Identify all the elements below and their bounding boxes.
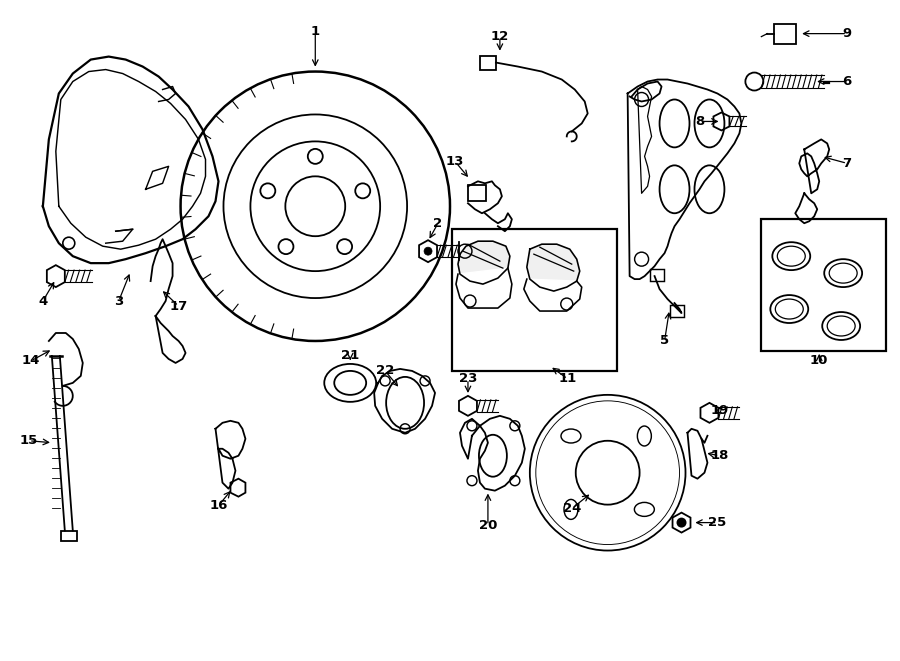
Bar [774, 24, 796, 44]
Bar [480, 56, 496, 69]
Polygon shape [458, 241, 510, 284]
Text: 10: 10 [810, 354, 828, 368]
Text: 3: 3 [114, 295, 123, 307]
Text: 12: 12 [491, 30, 509, 43]
Text: 15: 15 [20, 434, 38, 447]
Text: 11: 11 [559, 372, 577, 385]
Text: 22: 22 [376, 364, 394, 377]
Circle shape [424, 247, 432, 255]
Polygon shape [627, 79, 742, 279]
Text: 5: 5 [660, 334, 669, 348]
Text: 8: 8 [695, 115, 704, 128]
Bar [61, 531, 76, 541]
Text: 4: 4 [38, 295, 48, 307]
Text: 23: 23 [459, 372, 477, 385]
Bar [761, 219, 886, 351]
Text: 21: 21 [341, 350, 359, 362]
Text: 14: 14 [22, 354, 40, 368]
Bar [468, 185, 486, 201]
Polygon shape [524, 279, 581, 311]
Polygon shape [460, 416, 525, 490]
Text: 9: 9 [842, 27, 851, 40]
Text: 17: 17 [169, 299, 188, 313]
Circle shape [677, 518, 687, 527]
Text: 6: 6 [842, 75, 851, 88]
Text: 16: 16 [210, 499, 228, 512]
Text: 18: 18 [710, 449, 729, 462]
Text: 19: 19 [710, 405, 729, 417]
Text: 7: 7 [842, 157, 851, 170]
Bar [670, 305, 683, 317]
Polygon shape [456, 268, 512, 308]
Polygon shape [374, 369, 435, 433]
Polygon shape [526, 244, 580, 291]
Text: 24: 24 [562, 502, 580, 515]
Bar [452, 229, 616, 371]
Text: 25: 25 [708, 516, 726, 529]
Text: 20: 20 [479, 519, 497, 532]
Text: 13: 13 [446, 155, 464, 168]
Text: 1: 1 [310, 25, 320, 38]
Bar [650, 269, 663, 281]
Text: 2: 2 [434, 217, 443, 230]
